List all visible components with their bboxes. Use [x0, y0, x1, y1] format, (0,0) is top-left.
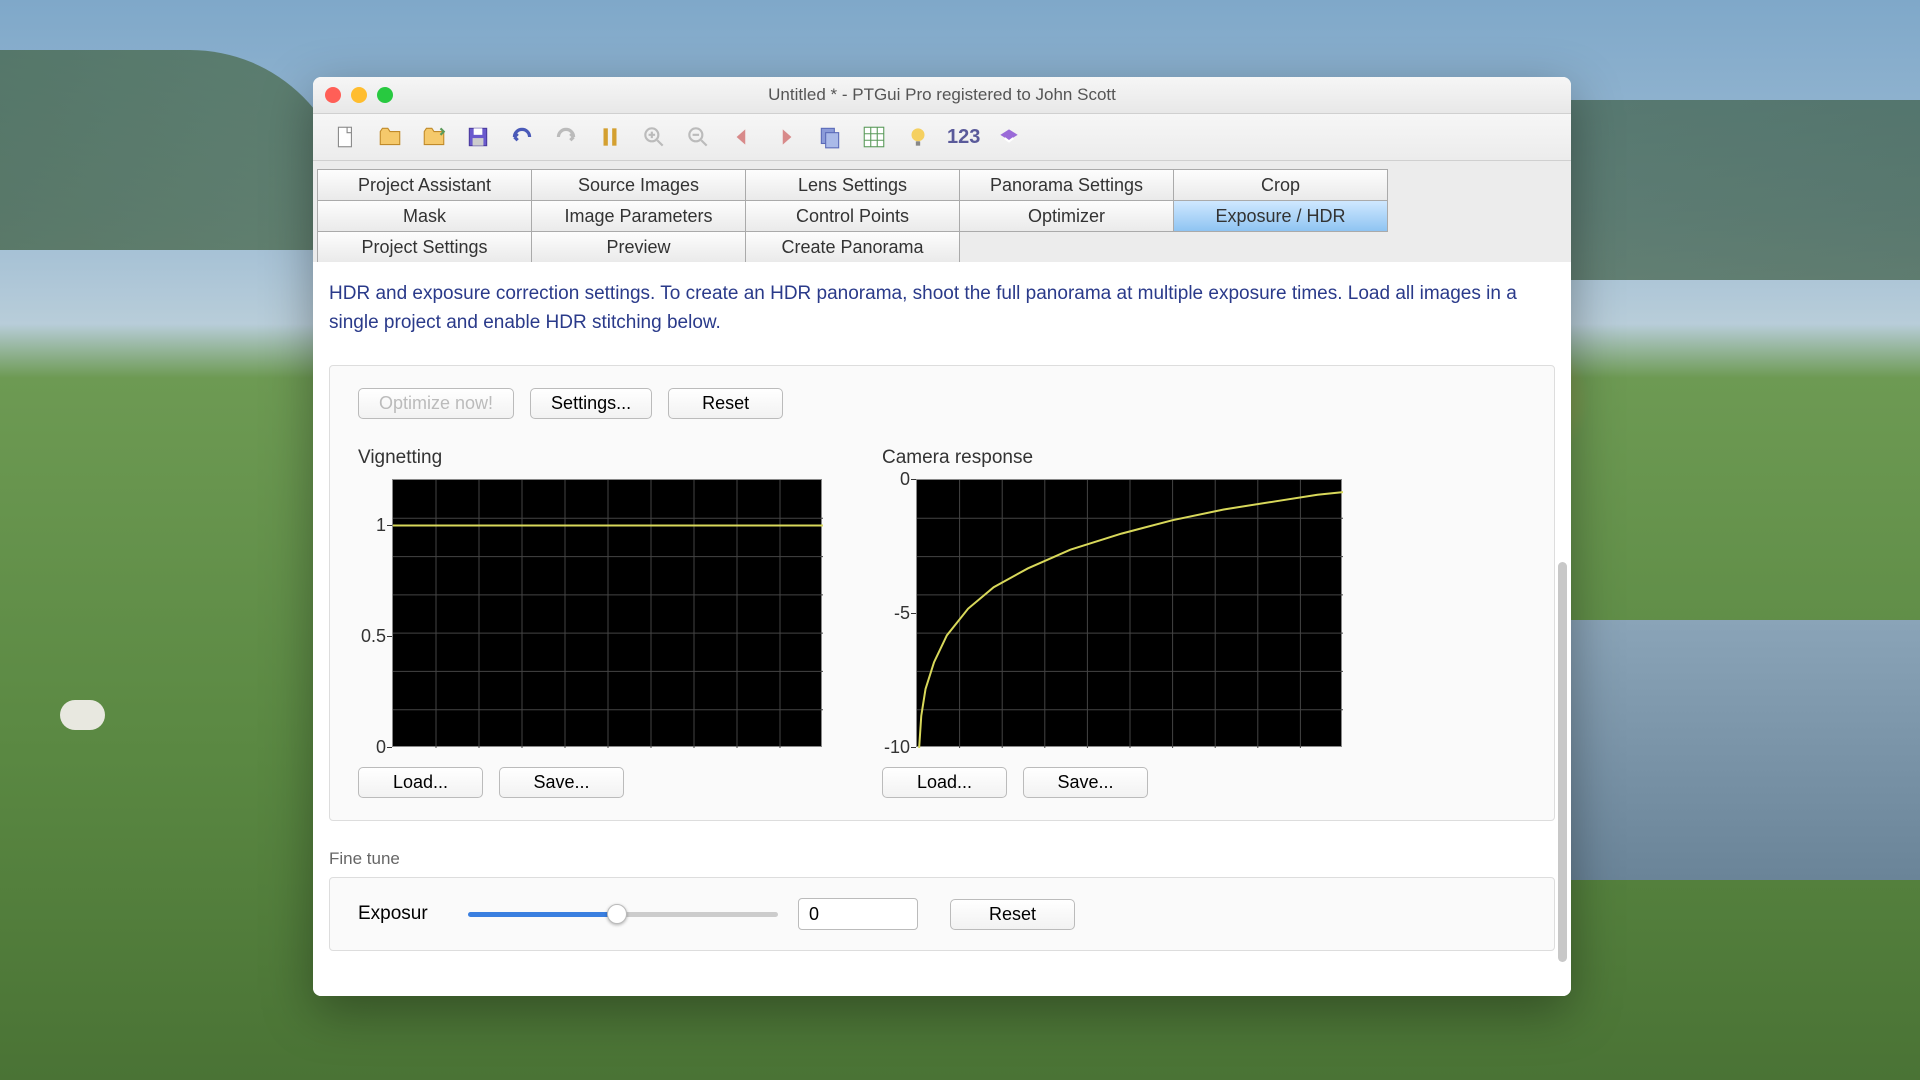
badge-icon[interactable] [994, 122, 1024, 152]
tab-mask[interactable]: Mask [317, 200, 532, 232]
tab-optimizer[interactable]: Optimizer [959, 200, 1174, 232]
vignetting-section: Vignetting 10.50 Load... Save... [358, 447, 822, 798]
window-controls [325, 87, 393, 103]
settings-button[interactable]: Settings... [530, 388, 652, 419]
vignetting-title: Vignetting [358, 447, 822, 469]
vignetting-y-axis: 10.50 [358, 479, 392, 747]
camera-response-chart [916, 479, 1342, 747]
numbers-icon[interactable]: 123 [947, 122, 980, 152]
minimize-icon[interactable] [351, 87, 367, 103]
new-file-icon[interactable] [331, 122, 361, 152]
tab-lens-settings[interactable]: Lens Settings [745, 169, 960, 201]
camera-response-load-button[interactable]: Load... [882, 767, 1007, 798]
exposure-label: Exposur [358, 903, 448, 925]
maximize-icon[interactable] [377, 87, 393, 103]
titlebar[interactable]: Untitled * - PTGui Pro registered to Joh… [313, 77, 1571, 114]
exposure-slider[interactable] [468, 904, 778, 924]
exposure-reset-button[interactable]: Reset [950, 899, 1075, 930]
undo-icon[interactable] [507, 122, 537, 152]
copy-icon[interactable] [815, 122, 845, 152]
save-icon[interactable] [463, 122, 493, 152]
app-window: Untitled * - PTGui Pro registered to Joh… [313, 77, 1571, 996]
open-folder-icon[interactable] [375, 122, 405, 152]
description-text: HDR and exposure correction settings. To… [329, 280, 1555, 337]
reset-button[interactable]: Reset [668, 388, 783, 419]
camera-response-section: Camera response 0-5-10 Load... Save... [882, 447, 1342, 798]
scrollbar[interactable] [1558, 562, 1567, 962]
tab-preview[interactable]: Preview [531, 231, 746, 263]
camera-response-title: Camera response [882, 447, 1342, 469]
grid-icon[interactable] [859, 122, 889, 152]
camera-response-save-button[interactable]: Save... [1023, 767, 1148, 798]
vignetting-load-button[interactable]: Load... [358, 767, 483, 798]
camera-response-y-axis: 0-5-10 [882, 479, 916, 747]
tab-project-assistant[interactable]: Project Assistant [317, 169, 532, 201]
wallpaper-sheep [60, 700, 105, 730]
optimize-now-button[interactable]: Optimize now! [358, 388, 514, 419]
zoom-in-icon[interactable] [639, 122, 669, 152]
tab-control-points[interactable]: Control Points [745, 200, 960, 232]
toolbar: 123 [313, 114, 1571, 161]
tabs-area: Project AssistantSource ImagesLens Setti… [313, 161, 1571, 262]
content-area: HDR and exposure correction settings. To… [313, 262, 1571, 996]
next-icon[interactable] [771, 122, 801, 152]
window-title: Untitled * - PTGui Pro registered to Joh… [313, 85, 1571, 105]
tab-project-settings[interactable]: Project Settings [317, 231, 532, 263]
vignetting-chart [392, 479, 822, 747]
tools-icon[interactable] [595, 122, 625, 152]
tab-create-panorama[interactable]: Create Panorama [745, 231, 960, 263]
vignetting-save-button[interactable]: Save... [499, 767, 624, 798]
tab-crop[interactable]: Crop [1173, 169, 1388, 201]
tab-source-images[interactable]: Source Images [531, 169, 746, 201]
exposure-input[interactable] [798, 898, 918, 930]
fine-tune-label: Fine tune [329, 849, 1555, 869]
fine-tune-section: Fine tune Exposur Reset [329, 849, 1555, 951]
add-folder-icon[interactable] [419, 122, 449, 152]
optimize-panel: Optimize now! Settings... Reset Vignetti… [329, 365, 1555, 821]
tab-image-parameters[interactable]: Image Parameters [531, 200, 746, 232]
redo-icon[interactable] [551, 122, 581, 152]
bulb-icon[interactable] [903, 122, 933, 152]
tab-exposure-hdr[interactable]: Exposure / HDR [1173, 200, 1388, 232]
zoom-out-icon[interactable] [683, 122, 713, 152]
tab-panorama-settings[interactable]: Panorama Settings [959, 169, 1174, 201]
prev-icon[interactable] [727, 122, 757, 152]
close-icon[interactable] [325, 87, 341, 103]
